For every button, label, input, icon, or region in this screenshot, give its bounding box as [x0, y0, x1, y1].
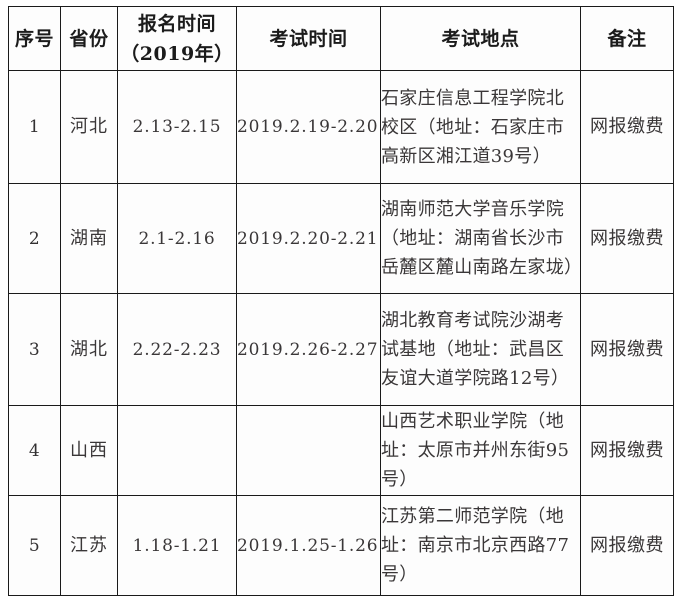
column-header-province: 省份	[60, 6, 118, 71]
exam-schedule-table-container: 序号 省份 报名时间 （2019年） 考试时间 考试地点	[8, 6, 674, 596]
cell-exam-place: 湖南师范大学音乐学院（地址：湖南省长沙市岳麓区麓山南路左家垅）	[380, 183, 582, 294]
cell-province: 山西	[60, 405, 118, 496]
cell-exam-place: 江苏第二师范学院（地址：南京市北京西路77号）	[380, 495, 581, 596]
cell-exam-place: 湖北教育考试院沙湖考试基地（地址：武昌区友谊大道学院路12号）	[380, 293, 581, 406]
cell-province: 江苏	[60, 495, 118, 596]
cell-exam-time: 2019.2.20-2.21	[236, 183, 381, 294]
table-body: 1 河北 2.13-2.15 2019.2.19-2.20 石家庄信息工程学院北…	[8, 70, 674, 596]
cell-exam-time: 2019.1.25-1.26	[236, 495, 381, 596]
column-header-remark-label: 备注	[607, 27, 647, 50]
cell-index: 4	[8, 405, 61, 496]
cell-province: 河北	[60, 70, 118, 184]
cell-index: 3	[8, 293, 61, 406]
cell-province: 湖南	[60, 183, 118, 294]
cell-remark: 网报缴费	[580, 495, 674, 596]
column-header-exam-time: 考试时间	[236, 6, 381, 71]
column-header-signup-time-year: （2019年）	[120, 42, 234, 65]
cell-remark: 网报缴费	[580, 70, 674, 184]
table-row: 3 湖北 2.22-2.23 2019.2.26-2.27 湖北教育考试院沙湖考…	[8, 293, 674, 406]
cell-signup-time: 2.1-2.16	[117, 183, 237, 294]
cell-signup-time: 2.22-2.23	[117, 293, 237, 406]
cell-signup-time: 2.13-2.15	[117, 70, 237, 184]
cell-index: 5	[8, 495, 61, 596]
table-row: 5 江苏 1.18-1.21 2019.1.25-1.26 江苏第二师范学院（地…	[8, 495, 674, 596]
cell-index: 2	[8, 183, 61, 294]
cell-exam-place: 石家庄信息工程学院北校区（地址：石家庄市高新区湘江道39号）	[380, 70, 581, 184]
exam-schedule-table: 序号 省份 报名时间 （2019年） 考试时间 考试地点	[8, 6, 674, 596]
table-row: 4 山西 山西艺术职业学院（地址：太原市并州东街95号） 网报缴费	[8, 405, 674, 496]
cell-index: 1	[8, 70, 61, 184]
column-header-signup-time-label: 报名时间	[137, 12, 216, 35]
column-header-exam-time-label: 考试时间	[269, 27, 348, 50]
table-header: 序号 省份 报名时间 （2019年） 考试时间 考试地点	[8, 6, 674, 71]
cell-exam-time	[236, 405, 381, 496]
column-header-index-label: 序号	[14, 27, 54, 50]
column-header-exam-place-label: 考试地点	[441, 27, 520, 50]
column-header-exam-place: 考试地点	[380, 6, 581, 71]
column-header-province-label: 省份	[69, 27, 109, 50]
cell-remark: 网报缴费	[580, 293, 674, 406]
cell-exam-time: 2019.2.26-2.27	[236, 293, 381, 406]
cell-remark: 网报缴费	[580, 405, 674, 496]
cell-signup-time: 1.18-1.21	[117, 495, 237, 596]
table-row: 2 湖南 2.1-2.16 2019.2.20-2.21 湖南师范大学音乐学院（…	[8, 183, 674, 294]
cell-signup-time	[117, 405, 237, 496]
column-header-signup-time: 报名时间 （2019年）	[117, 6, 237, 71]
cell-province: 湖北	[60, 293, 118, 406]
cell-exam-time: 2019.2.19-2.20	[236, 70, 381, 184]
cell-exam-place: 山西艺术职业学院（地址：太原市并州东街95号）	[380, 405, 581, 496]
column-header-index: 序号	[8, 6, 61, 71]
table-header-row: 序号 省份 报名时间 （2019年） 考试时间 考试地点	[8, 6, 674, 71]
cell-remark: 网报缴费	[580, 183, 674, 294]
table-row: 1 河北 2.13-2.15 2019.2.19-2.20 石家庄信息工程学院北…	[8, 70, 674, 184]
column-header-remark: 备注	[580, 6, 674, 71]
